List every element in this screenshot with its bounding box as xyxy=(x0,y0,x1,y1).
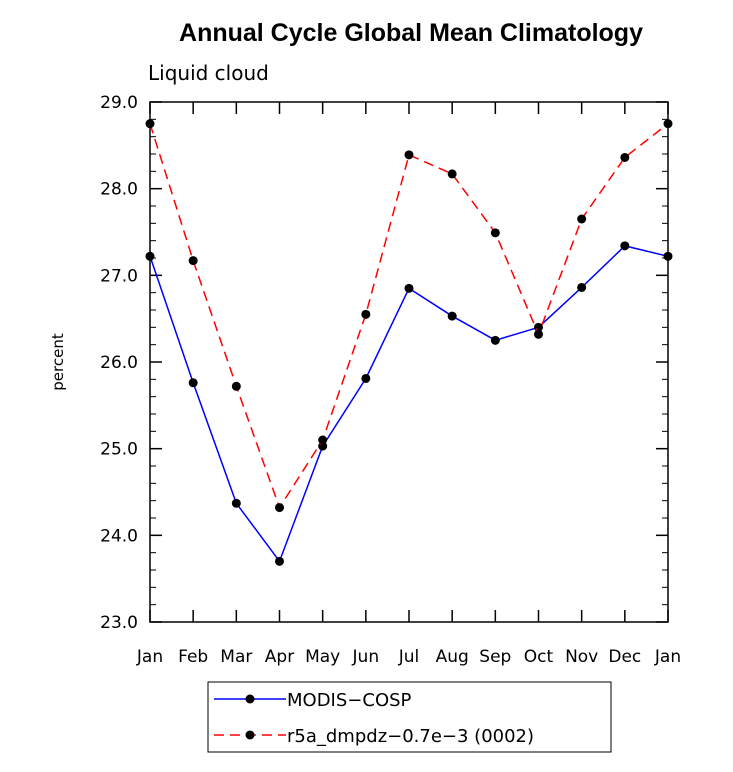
x-tick-label: Sep xyxy=(479,647,511,667)
legend-label-1: MODIS−COSP xyxy=(287,690,412,711)
x-tick-label: Jun xyxy=(352,647,380,667)
y-tick-label: 27.0 xyxy=(100,266,138,286)
data-point xyxy=(231,381,241,391)
legend-label-2: r5a_dmpdz−0.7e−3 (0002) xyxy=(287,726,534,747)
data-point xyxy=(404,150,414,160)
x-tick-label: Oct xyxy=(524,647,554,667)
data-point xyxy=(231,498,241,508)
data-point xyxy=(490,335,500,345)
y-tick-label: 25.0 xyxy=(100,440,138,460)
series-lines xyxy=(145,119,673,566)
data-point xyxy=(663,251,673,261)
data-point xyxy=(577,282,587,292)
data-point xyxy=(663,119,673,129)
data-point xyxy=(188,256,198,266)
chart-title: Annual Cycle Global Mean Climatology xyxy=(179,19,643,47)
data-point xyxy=(361,309,371,319)
legend: MODIS−COSP r5a_dmpdz−0.7e−3 (0002) xyxy=(207,681,612,753)
data-point xyxy=(145,119,155,129)
data-point xyxy=(577,214,587,224)
data-point xyxy=(275,556,284,566)
x-tick-label: Apr xyxy=(265,647,294,667)
data-point xyxy=(620,152,630,162)
x-tick-label: Feb xyxy=(178,647,208,667)
data-point xyxy=(620,241,630,251)
x-tick-label: Jan xyxy=(136,647,163,667)
x-tick-label: Jul xyxy=(398,647,420,667)
data-point xyxy=(447,169,457,179)
legend-box xyxy=(207,681,612,753)
y-tick-label: 29.0 xyxy=(100,93,138,113)
data-point xyxy=(534,329,543,339)
axes: 23.0 24.0 25.0 26.0 27.0 28.0 29.0 Jan Feb Mar Apr… xyxy=(100,93,681,667)
data-point xyxy=(145,251,155,261)
data-point xyxy=(404,283,414,293)
y-tick-label: 28.0 xyxy=(100,180,138,200)
y-axis-label: percent xyxy=(49,333,67,391)
y-tick-label: 24.0 xyxy=(100,526,138,546)
plot-frame xyxy=(149,101,669,623)
x-tick-label: Mar xyxy=(220,647,252,667)
data-point xyxy=(188,378,198,388)
legend-marker xyxy=(245,730,255,740)
x-tick-label: Aug xyxy=(436,647,469,667)
data-point xyxy=(447,311,457,321)
data-point xyxy=(275,503,284,513)
series-line-2 xyxy=(149,123,669,510)
data-point xyxy=(361,373,371,383)
x-tick-label: Nov xyxy=(565,647,598,667)
data-point xyxy=(490,228,500,238)
chart-subtitle: Liquid cloud xyxy=(148,61,269,85)
y-tick-label: 26.0 xyxy=(100,353,138,373)
series-line-1 xyxy=(149,245,669,563)
x-tick-label: Jan xyxy=(654,647,681,667)
x-tick-label: Dec xyxy=(608,647,641,667)
x-tick-label: May xyxy=(305,647,340,667)
legend-marker xyxy=(245,694,255,704)
data-point xyxy=(318,435,328,445)
y-tick-label: 23.0 xyxy=(100,613,138,633)
